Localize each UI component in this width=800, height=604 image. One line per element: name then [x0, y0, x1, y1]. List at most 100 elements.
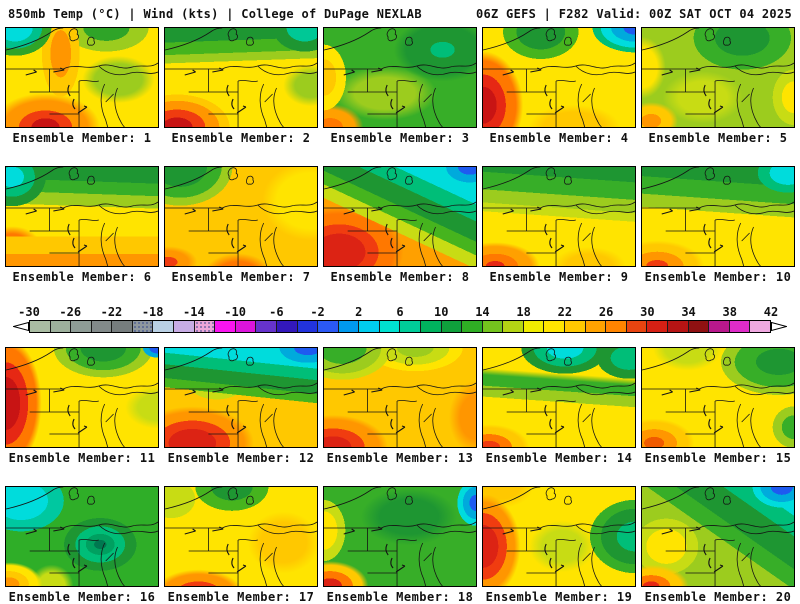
map-overlay [6, 28, 158, 127]
map-overlay [6, 167, 158, 266]
map-overlay [642, 487, 794, 586]
colorbar-tick: 42 [763, 305, 779, 319]
ensemble-member-label: Ensemble Member: 4 [489, 131, 629, 145]
temperature-wind-map [482, 347, 636, 448]
colorbar-tick: 14 [475, 305, 490, 319]
temperature-wind-map [641, 486, 795, 587]
map-overlay [6, 487, 158, 586]
map-overlay [483, 487, 635, 586]
temperature-wind-map [323, 347, 477, 448]
map-overlay [483, 348, 635, 447]
ensemble-member-label: Ensemble Member: 16 [8, 590, 156, 604]
temperature-wind-map [164, 166, 318, 267]
temperature-wind-map [5, 166, 159, 267]
temperature-wind-map [164, 486, 318, 587]
ensemble-panel-16: Ensemble Member: 16 [5, 486, 159, 604]
colorbar-segment [606, 321, 627, 332]
colorbar-segment [30, 321, 51, 332]
colorbar-tick: 10 [433, 305, 449, 319]
ensemble-row-4: Ensemble Member: 16 Ensemble Member: 17 En… [5, 486, 795, 604]
ensemble-panel-1: Ensemble Member: 1 [5, 27, 159, 145]
colorbar-tick: 22 [557, 305, 573, 319]
colorbar-tick-labels: -30 -26 -22 -18 -14 -10 -6 -2 2 6 10 14 18 22 26 30 34 38… [18, 305, 778, 319]
colorbar-segment [420, 321, 442, 332]
temperature-wind-map [323, 166, 477, 267]
colorbar-segment [256, 321, 277, 332]
colorbar-tick: 34 [681, 305, 696, 319]
temperature-wind-map [482, 27, 636, 128]
map-overlay [324, 167, 476, 266]
colorbar-tick: 38 [722, 305, 737, 319]
ensemble-panel-6: Ensemble Member: 6 [5, 166, 159, 284]
colorbar-segment [503, 321, 524, 332]
colorbar-segment [215, 321, 236, 332]
ensemble-panel-10: Ensemble Member: 10 [641, 166, 795, 284]
map-overlay [483, 28, 635, 127]
ensemble-panel-5: Ensemble Member: 5 [641, 27, 795, 145]
ensemble-member-label: Ensemble Member: 17 [167, 590, 315, 604]
colorbar-segment [194, 321, 216, 332]
ensemble-member-label: Ensemble Member: 20 [644, 590, 792, 604]
ensemble-member-label: Ensemble Member: 10 [644, 270, 792, 284]
ensemble-member-label: Ensemble Member: 7 [171, 270, 311, 284]
colorbar-segment [338, 321, 360, 332]
colorbar-segment [112, 321, 133, 332]
ensemble-member-label: Ensemble Member: 9 [489, 270, 629, 284]
colorbar-segment [688, 321, 710, 332]
colorbar-segment [91, 321, 113, 332]
colorbar-segment [153, 321, 175, 332]
map-overlay [324, 348, 476, 447]
temperature-wind-map [164, 347, 318, 448]
temperature-wind-map [641, 166, 795, 267]
colorbar-segment [544, 321, 566, 332]
colorbar-strip [29, 320, 771, 333]
ensemble-panel-20: Ensemble Member: 20 [641, 486, 795, 604]
colorbar-segment [585, 321, 607, 332]
ensemble-member-label: Ensemble Member: 13 [326, 451, 474, 465]
map-overlay [165, 28, 317, 127]
map-overlay [6, 348, 158, 447]
colorbar-segment [750, 321, 770, 332]
ensemble-panel-19: Ensemble Member: 19 [482, 486, 636, 604]
title-bar: 850mb Temp (°C) | Wind (kts) | College o… [3, 5, 797, 27]
ensemble-panel-9: Ensemble Member: 9 [482, 166, 636, 284]
temperature-wind-map [5, 27, 159, 128]
colorbar-segment [626, 321, 648, 332]
temperature-wind-map [641, 27, 795, 128]
map-overlay [483, 167, 635, 266]
map-overlay [324, 487, 476, 586]
temperature-colorbar: -30 -26 -22 -18 -14 -10 -6 -2 2 6 10 14 18 22 26 30 34 38… [13, 305, 787, 337]
colorbar-segment [523, 321, 545, 332]
map-overlay [324, 28, 476, 127]
ensemble-panel-11: Ensemble Member: 11 [5, 347, 159, 465]
map-overlay [642, 348, 794, 447]
colorbar-segment [359, 321, 380, 332]
colorbar-segment [297, 321, 319, 332]
temperature-wind-map [482, 166, 636, 267]
ensemble-member-label: Ensemble Member: 3 [330, 131, 470, 145]
colorbar-segment [71, 321, 92, 332]
ensemble-panel-13: Ensemble Member: 13 [323, 347, 477, 465]
ensemble-row-1: Ensemble Member: 1 Ensemble Member: 2 Ense… [5, 27, 795, 145]
colorbar-segment [276, 321, 298, 332]
colorbar-segment [132, 321, 154, 332]
temperature-wind-map [482, 486, 636, 587]
colorbar-tick: -26 [59, 305, 82, 319]
colorbar-segment [565, 321, 586, 332]
ensemble-member-label: Ensemble Member: 11 [8, 451, 156, 465]
ensemble-member-label: Ensemble Member: 8 [330, 270, 470, 284]
ensemble-panel-7: Ensemble Member: 7 [164, 166, 318, 284]
map-overlay [165, 167, 317, 266]
colorbar-tick: 30 [640, 305, 655, 319]
colorbar-segment [441, 321, 463, 332]
map-overlay [642, 28, 794, 127]
colorbar-segment [379, 321, 401, 332]
ensemble-row-3: Ensemble Member: 11 Ensemble Member: 12 En… [5, 347, 795, 465]
ensemble-panel-8: Ensemble Member: 8 [323, 166, 477, 284]
map-overlay [165, 487, 317, 586]
temperature-wind-map [323, 486, 477, 587]
ensemble-row-2: Ensemble Member: 6 Ensemble Member: 7 Ense… [5, 166, 795, 284]
ensemble-member-label: Ensemble Member: 5 [648, 131, 788, 145]
temperature-wind-map [164, 27, 318, 128]
